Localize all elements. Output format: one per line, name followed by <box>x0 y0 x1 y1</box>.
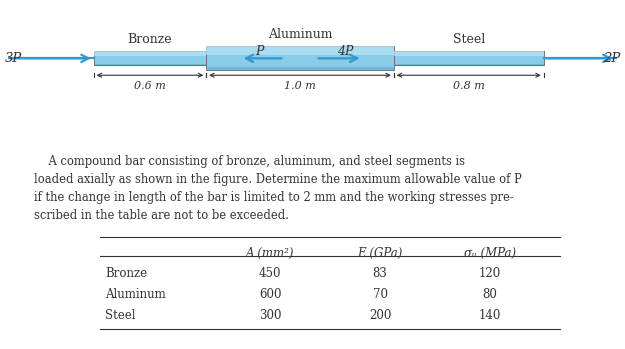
Text: 2P: 2P <box>603 52 621 65</box>
Text: 0.6 m: 0.6 m <box>134 81 166 91</box>
Text: Bronze: Bronze <box>127 32 172 46</box>
Text: Bronze: Bronze <box>105 267 147 280</box>
Text: 3P: 3P <box>4 52 22 65</box>
Text: σᵤ (MPa): σᵤ (MPa) <box>464 247 516 260</box>
Bar <box>394 64 544 65</box>
Text: scribed in the table are not to be exceeded.: scribed in the table are not to be excee… <box>34 209 289 222</box>
Text: E (GPa): E (GPa) <box>357 247 402 260</box>
Text: 140: 140 <box>479 309 501 321</box>
Text: 120: 120 <box>479 267 501 280</box>
Text: 450: 450 <box>259 267 281 280</box>
Text: 200: 200 <box>369 309 391 321</box>
Bar <box>94 51 206 65</box>
Bar <box>394 51 544 65</box>
Text: 1.0 m: 1.0 m <box>284 81 316 91</box>
Text: 83: 83 <box>372 267 388 280</box>
Bar <box>206 46 394 55</box>
Bar <box>206 67 394 70</box>
Bar <box>206 46 394 70</box>
Text: 300: 300 <box>259 309 281 321</box>
Bar <box>94 64 206 65</box>
Text: Aluminum: Aluminum <box>268 28 332 40</box>
Bar <box>394 51 544 56</box>
Text: 70: 70 <box>372 288 388 300</box>
Text: A (mm²): A (mm²) <box>246 247 294 260</box>
Text: P: P <box>255 45 264 58</box>
Bar <box>94 51 206 56</box>
Text: 600: 600 <box>259 288 281 300</box>
Text: 0.8 m: 0.8 m <box>453 81 484 91</box>
Text: 80: 80 <box>482 288 498 300</box>
Text: Steel: Steel <box>452 32 485 46</box>
Text: Steel: Steel <box>105 309 136 321</box>
Text: 4P: 4P <box>337 45 354 58</box>
Text: Aluminum: Aluminum <box>105 288 166 300</box>
Text: if the change in length of the bar is limited to 2 mm and the working stresses p: if the change in length of the bar is li… <box>34 191 514 204</box>
Text: loaded axially as shown in the figure. Determine the maximum allowable value of : loaded axially as shown in the figure. D… <box>34 173 522 186</box>
Text: A compound bar consisting of bronze, aluminum, and steel segments is: A compound bar consisting of bronze, alu… <box>34 155 465 168</box>
